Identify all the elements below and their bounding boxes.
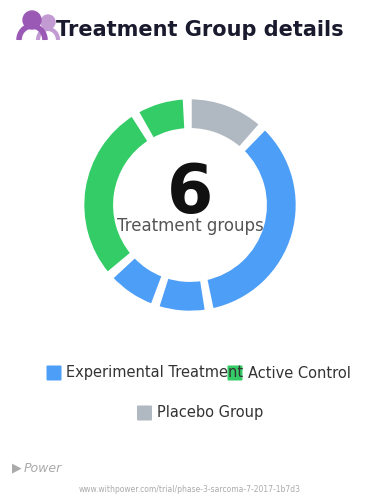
- Wedge shape: [206, 128, 298, 310]
- Text: www.withpower.com/trial/phase-3-sarcoma-7-2017-1b7d3: www.withpower.com/trial/phase-3-sarcoma-…: [79, 486, 301, 494]
- Circle shape: [41, 15, 55, 29]
- Wedge shape: [157, 276, 207, 312]
- FancyBboxPatch shape: [228, 366, 242, 380]
- Wedge shape: [137, 98, 186, 140]
- Wedge shape: [190, 98, 261, 148]
- Text: Experimental Treatment: Experimental Treatment: [66, 366, 244, 380]
- Text: Power: Power: [24, 462, 62, 474]
- Text: Placebo Group: Placebo Group: [157, 406, 263, 420]
- Text: Active Control: Active Control: [247, 366, 350, 380]
- Text: ▶: ▶: [12, 462, 22, 474]
- Text: 6: 6: [167, 162, 213, 228]
- FancyBboxPatch shape: [137, 406, 152, 420]
- Circle shape: [23, 11, 41, 29]
- Text: Treatment Group details: Treatment Group details: [56, 20, 344, 40]
- FancyBboxPatch shape: [46, 366, 62, 380]
- Wedge shape: [111, 256, 163, 306]
- Text: Treatment groups: Treatment groups: [117, 218, 263, 236]
- Wedge shape: [82, 114, 150, 274]
